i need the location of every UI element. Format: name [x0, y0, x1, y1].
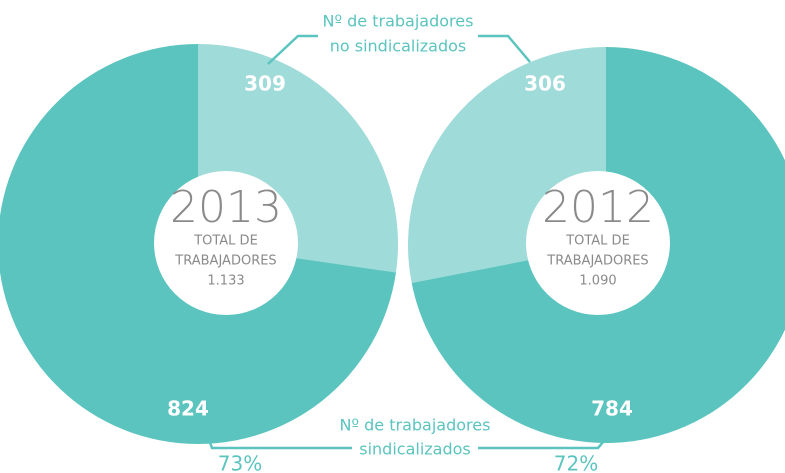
slice-label: 824 — [167, 397, 209, 421]
center-circle — [526, 171, 670, 315]
center-label: TRABAJADORES — [174, 254, 276, 269]
slice-label: 309 — [244, 72, 286, 96]
legend-text: Nº de trabajadores — [340, 416, 491, 435]
chart-title: 2013 — [170, 182, 282, 233]
chart-title: 2012 — [542, 182, 654, 233]
leader-line — [267, 34, 318, 65]
leader-line — [200, 419, 352, 450]
leader-line — [478, 34, 531, 63]
slice-label: 306 — [524, 72, 566, 96]
pie-slice — [411, 47, 785, 443]
center-circle — [154, 171, 298, 315]
legend-text: no sindicalizados — [330, 37, 467, 56]
legend-text: sindicalizados — [359, 440, 471, 459]
percent-label: 73% — [218, 452, 262, 473]
center-label: TOTAL DE — [565, 234, 630, 249]
percent-label: 72% — [554, 452, 598, 473]
legend-text: Nº de trabajadores — [323, 12, 474, 31]
center-label: TRABAJADORES — [546, 254, 648, 269]
total-label: 1.090 — [579, 274, 616, 289]
center-label: TOTAL DE — [193, 234, 258, 249]
total-label: 1.133 — [207, 274, 244, 289]
slice-label: 784 — [591, 397, 633, 421]
leader-line — [478, 419, 623, 450]
